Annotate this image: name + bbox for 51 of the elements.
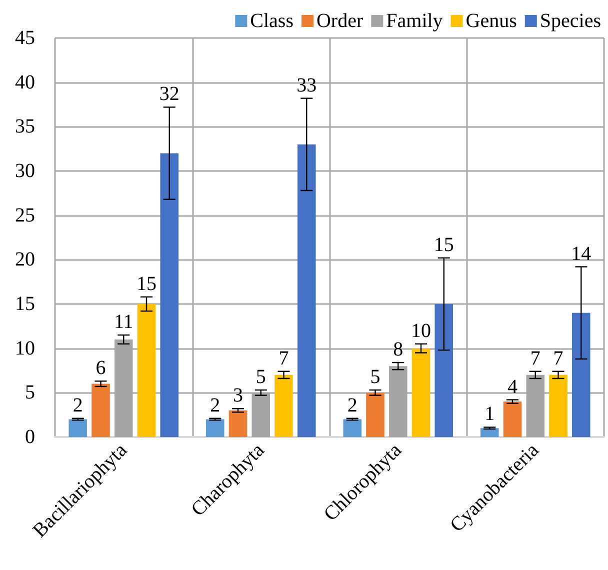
data-label: 2 [347, 394, 358, 416]
data-label: 2 [210, 394, 220, 416]
bar [206, 419, 224, 437]
data-label: 7 [278, 347, 289, 370]
bar [480, 428, 499, 437]
data-label: 5 [256, 366, 266, 388]
bar [68, 419, 88, 437]
y-tick-label: 45 [15, 27, 35, 49]
bar [572, 312, 590, 437]
data-label: 33 [296, 74, 317, 96]
bar [274, 374, 293, 437]
bar [412, 348, 430, 437]
y-tick-label: 0 [25, 426, 35, 448]
y-tick-label: 40 [15, 71, 35, 94]
data-label: 3 [233, 384, 243, 407]
data-label: 7 [530, 347, 540, 370]
y-tick-label: 25 [15, 204, 35, 226]
y-tick-label: 20 [15, 248, 35, 271]
y-tick-label: 10 [15, 337, 35, 360]
data-label: 15 [136, 272, 156, 295]
data-label: 4 [508, 376, 518, 398]
y-tick-label: 35 [15, 116, 35, 138]
y-tick-label: 30 [15, 160, 35, 182]
legend-label: Family [386, 10, 443, 32]
bar [434, 304, 454, 437]
bar [228, 410, 248, 437]
bar [503, 402, 522, 437]
bar [160, 153, 179, 437]
data-label: 5 [370, 366, 380, 388]
data-label: 15 [434, 234, 454, 256]
y-tick-label: 15 [15, 293, 35, 315]
y-tick-label: 5 [25, 382, 35, 404]
data-label: 1 [484, 403, 495, 426]
bar [297, 144, 316, 437]
bar [137, 304, 156, 437]
data-label: 10 [411, 320, 431, 342]
bar [366, 392, 384, 437]
data-label: 8 [393, 338, 404, 361]
data-label: 7 [553, 347, 564, 370]
bar [92, 384, 110, 437]
legend-label: Class [250, 10, 294, 32]
data-label: 11 [114, 311, 134, 334]
legend-label: Genus [466, 10, 518, 32]
data-label: 32 [159, 83, 180, 106]
legend-label: Order [316, 10, 364, 32]
data-label: 2 [72, 394, 83, 416]
bar [343, 419, 362, 437]
legend-label: Species [540, 10, 602, 32]
data-label: 14 [571, 242, 592, 265]
data-label: 6 [96, 357, 106, 380]
bar [549, 374, 568, 437]
